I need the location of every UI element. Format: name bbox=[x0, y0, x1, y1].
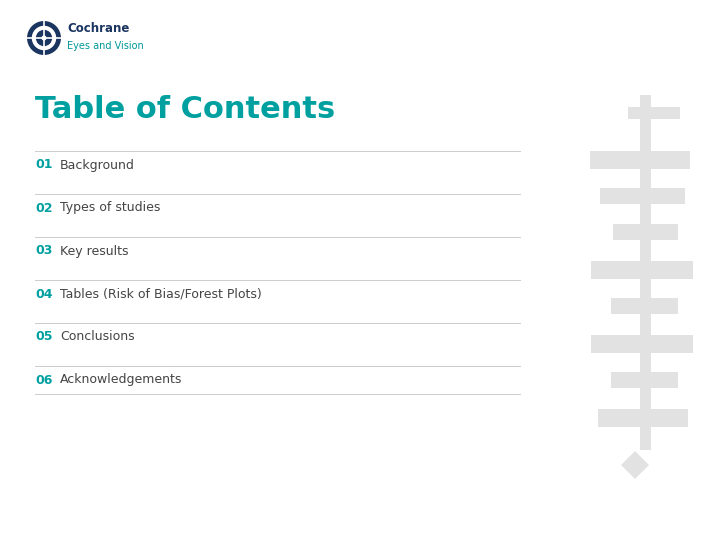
Text: Key results: Key results bbox=[60, 245, 128, 258]
Bar bbox=[628, 107, 680, 119]
Bar bbox=[611, 298, 678, 314]
Text: 02: 02 bbox=[35, 201, 53, 214]
Text: Background: Background bbox=[60, 159, 135, 172]
Text: 03: 03 bbox=[35, 245, 53, 258]
Polygon shape bbox=[621, 451, 649, 479]
Text: 01: 01 bbox=[35, 159, 53, 172]
Text: Table of Contents: Table of Contents bbox=[35, 96, 336, 125]
Text: Eyes and Vision: Eyes and Vision bbox=[67, 41, 144, 51]
Text: 04: 04 bbox=[35, 287, 53, 300]
Bar bbox=[591, 335, 693, 353]
Circle shape bbox=[27, 21, 61, 55]
Text: Tables (Risk of Bias/Forest Plots): Tables (Risk of Bias/Forest Plots) bbox=[60, 287, 262, 300]
Bar bbox=[590, 151, 690, 169]
Bar bbox=[598, 409, 688, 427]
Text: 05: 05 bbox=[35, 330, 53, 343]
Circle shape bbox=[32, 26, 56, 50]
Text: Conclusions: Conclusions bbox=[60, 330, 135, 343]
Bar bbox=[613, 224, 678, 240]
Bar bbox=[600, 188, 685, 204]
Text: Types of studies: Types of studies bbox=[60, 201, 161, 214]
Text: Cochrane: Cochrane bbox=[67, 22, 130, 35]
Circle shape bbox=[42, 36, 47, 40]
Text: 06: 06 bbox=[35, 374, 53, 387]
Bar bbox=[639, 95, 650, 450]
Bar bbox=[591, 261, 693, 279]
Bar bbox=[611, 372, 678, 388]
Text: Acknowledgements: Acknowledgements bbox=[60, 374, 182, 387]
Circle shape bbox=[36, 30, 52, 46]
